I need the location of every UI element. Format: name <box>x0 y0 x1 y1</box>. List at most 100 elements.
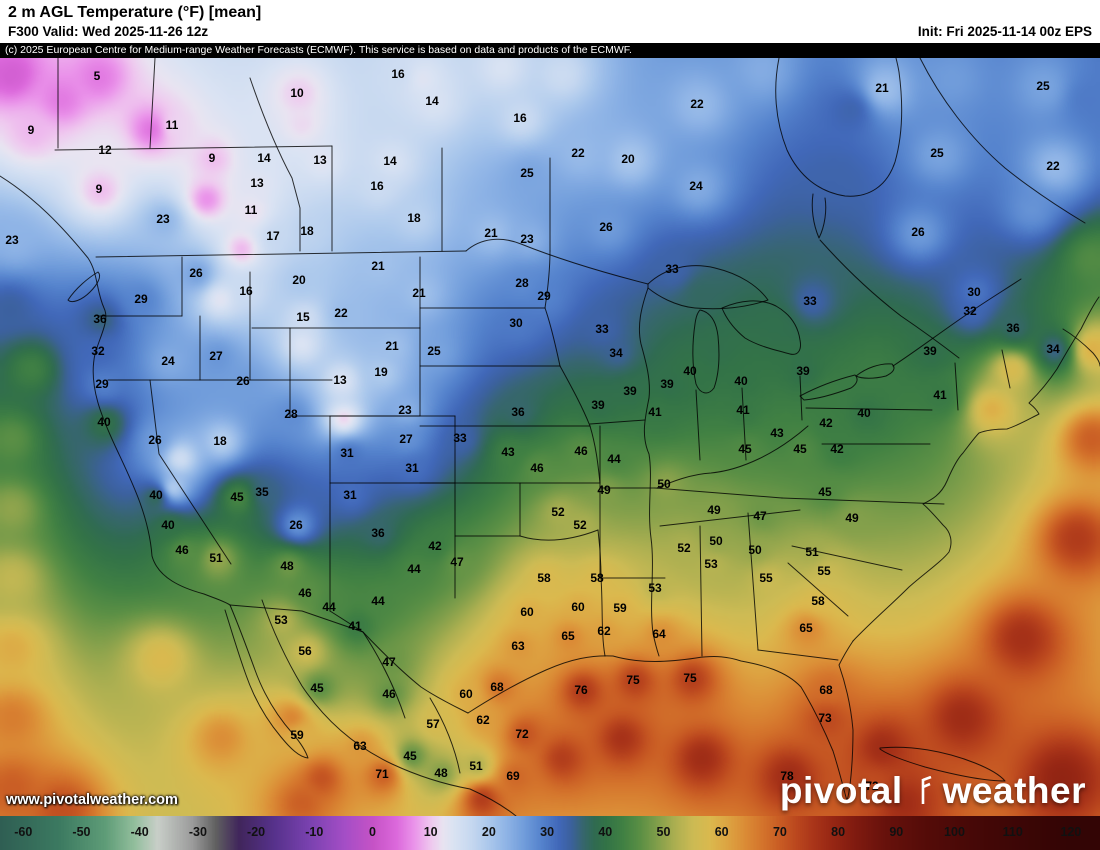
geo-border-path <box>0 175 231 606</box>
geo-border-path <box>919 58 1086 224</box>
geo-border-path <box>656 425 809 489</box>
temperature-label: 40 <box>149 488 163 502</box>
geo-border-path <box>559 365 591 427</box>
temperature-label: 16 <box>513 111 527 125</box>
temperature-label: 31 <box>340 446 354 460</box>
temperature-label: 45 <box>818 485 832 499</box>
geo-border-path <box>544 250 551 309</box>
temperature-label: 42 <box>830 442 844 456</box>
temperature-label: 75 <box>683 671 697 685</box>
temperature-label: 20 <box>621 152 635 166</box>
temperature-label: 65 <box>799 621 813 635</box>
colorbar-tick-label: 80 <box>831 825 846 839</box>
temperature-label: 78 <box>780 769 794 783</box>
temperature-labels: 5 10 16 14 16 22 21 25 25 9 11 12 9 14 13 14 22 20 25 24 9 13… <box>5 67 1060 793</box>
temperature-label: 25 <box>930 146 944 160</box>
temperature-label: 50 <box>709 534 723 548</box>
temperature-label: 10 <box>290 86 304 100</box>
temperature-label: 26 <box>289 518 303 532</box>
geo-border-path <box>695 389 701 461</box>
temperature-label: 26 <box>911 225 925 239</box>
temperature-label: 23 <box>5 233 19 247</box>
temperature-label: 49 <box>707 503 721 517</box>
temperature-label: 30 <box>509 316 523 330</box>
temperature-label: 19 <box>374 365 388 379</box>
temperature-label: 26 <box>599 220 613 234</box>
temperature-label: 44 <box>322 600 336 614</box>
temperature-label: 39 <box>923 344 937 358</box>
temperature-label: 50 <box>657 477 671 491</box>
temperature-label: 49 <box>845 511 859 525</box>
watermark-url: www.pivotalweather.com <box>6 792 178 808</box>
geo-border-path <box>261 599 517 816</box>
temperature-label: 52 <box>677 541 691 555</box>
geo-border-path <box>855 363 895 379</box>
temperature-label: 23 <box>520 232 534 246</box>
temperature-label: 24 <box>689 179 703 193</box>
temperature-label: 58 <box>590 571 604 585</box>
temperature-label: 26 <box>236 374 250 388</box>
temperature-label: 15 <box>296 310 310 324</box>
geo-border-path <box>224 604 309 759</box>
temperature-label: 12 <box>98 143 112 157</box>
temperature-label: 53 <box>274 613 288 627</box>
geo-border-path <box>54 145 333 151</box>
temperature-label: 21 <box>385 339 399 353</box>
temperature-label: 47 <box>753 509 767 523</box>
temperature-label: 42 <box>428 539 442 553</box>
temperature-label: 57 <box>426 717 440 731</box>
geo-border-path <box>654 487 783 499</box>
temperature-label: 31 <box>405 461 419 475</box>
temperature-label: 21 <box>484 226 498 240</box>
temperature-label: 13 <box>250 176 264 190</box>
colorbar-tick-label: 110 <box>1002 825 1023 839</box>
colorbar-tick-label: 0 <box>369 825 376 839</box>
temperature-label: 45 <box>738 442 752 456</box>
temperature-label: 68 <box>819 683 833 697</box>
colorbar-tick-label: 50 <box>656 825 671 839</box>
temperature-label: 29 <box>134 292 148 306</box>
colorbar-tick-label: 20 <box>481 825 496 839</box>
temperature-label: 47 <box>382 655 396 669</box>
temperature-label: 46 <box>574 444 588 458</box>
temperature-label: 34 <box>1046 342 1060 356</box>
temperature-label: 26 <box>189 266 203 280</box>
temperature-label: 25 <box>520 166 534 180</box>
geo-border-path <box>467 640 854 802</box>
colorbar-tick-label: -50 <box>72 825 91 839</box>
temperature-label: 9 <box>209 151 216 165</box>
temperature-label: 16 <box>239 284 253 298</box>
temperature-label: 45 <box>403 749 417 763</box>
temperature-label: 56 <box>298 644 312 658</box>
geo-border-path <box>721 300 801 355</box>
wind-barb-icon <box>921 776 932 804</box>
temperature-label: 46 <box>382 687 396 701</box>
colorbar-gradient <box>0 816 1100 850</box>
geo-border-path <box>454 529 599 541</box>
colorbar-tick-label: 70 <box>772 825 787 839</box>
temperature-label: 23 <box>156 212 170 226</box>
geo-border-path <box>799 374 858 401</box>
logo-word-2: weather <box>942 770 1086 811</box>
temperature-label: 59 <box>613 601 627 615</box>
temperature-label: 71 <box>375 767 389 781</box>
colorbar-tick-label: 10 <box>423 825 438 839</box>
geo-border-path <box>775 58 903 197</box>
map-overlay: 5 10 16 14 16 22 21 25 25 9 11 12 9 14 13 14 22 20 25 24 9 13… <box>0 58 1100 816</box>
temperature-label: 28 <box>284 407 298 421</box>
geo-border-path <box>149 379 232 565</box>
temperature-label: 48 <box>434 766 448 780</box>
temperature-label: 50 <box>748 543 762 557</box>
temperature-label: 65 <box>561 629 575 643</box>
temperature-label: 69 <box>506 769 520 783</box>
geo-border-path <box>429 697 461 774</box>
temperature-label: 53 <box>648 581 662 595</box>
temperature-label: 13 <box>313 153 327 167</box>
pivotal-weather-logo: pivotal weather <box>780 770 1086 812</box>
geo-border-path <box>589 419 646 425</box>
geo-border-path <box>95 250 467 258</box>
temperature-label: 16 <box>370 179 384 193</box>
temperature-label: 33 <box>803 294 817 308</box>
colorbar-tick-label: -40 <box>130 825 149 839</box>
